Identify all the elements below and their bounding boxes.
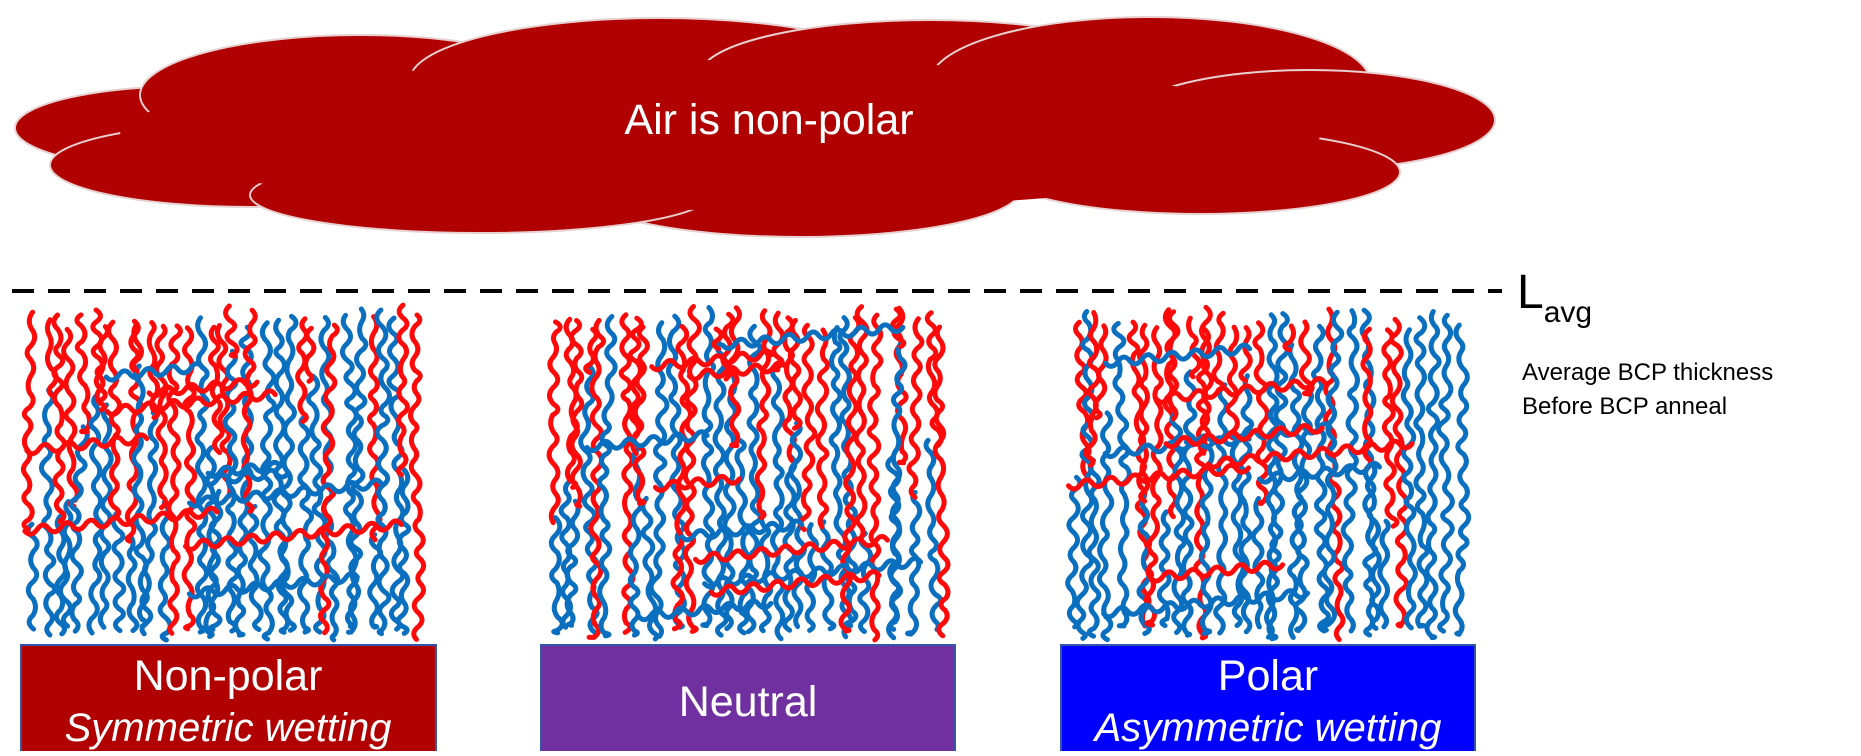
- chain: [160, 503, 170, 640]
- chain: [1427, 312, 1439, 638]
- chain: [306, 328, 314, 381]
- substrate-label: Polar: [1218, 652, 1318, 700]
- chain: [785, 456, 795, 631]
- chain: [685, 307, 699, 632]
- chain: [773, 365, 783, 639]
- chain: [1095, 326, 1106, 418]
- chain: [249, 506, 261, 629]
- chain: [1228, 327, 1238, 438]
- chain: [100, 405, 111, 627]
- reference-subscript: avg: [1544, 296, 1592, 329]
- substrate-subtitle: Asymmetric wetting: [1093, 706, 1442, 750]
- chain: [300, 417, 312, 633]
- chain: [113, 513, 124, 630]
- chain: [926, 440, 941, 629]
- substrate-label: Neutral: [679, 678, 818, 726]
- chain: [1189, 318, 1200, 377]
- polymer-chains: [23, 305, 1468, 640]
- chain: [549, 322, 560, 523]
- chain: [703, 308, 714, 626]
- chain: [935, 327, 948, 636]
- chain: [23, 312, 34, 529]
- chain: [856, 307, 867, 539]
- cloud-label: Air is non-polar: [624, 96, 913, 144]
- chain: [801, 325, 815, 529]
- reference-label: Lavg: [1517, 266, 1592, 329]
- chain: [1106, 345, 1250, 366]
- chain: [1114, 323, 1130, 626]
- chain: [869, 315, 881, 640]
- chain: [398, 305, 407, 475]
- chain: [1255, 323, 1268, 504]
- chain: [1183, 372, 1195, 635]
- chain: [1416, 318, 1427, 626]
- chain: [909, 319, 922, 498]
- chain: [599, 317, 615, 636]
- chain: [817, 330, 827, 527]
- reference-symbol: L: [1517, 266, 1544, 319]
- substrate-subtitle: Symmetric wetting: [65, 706, 392, 750]
- note-line: Average BCP thickness: [1522, 359, 1773, 386]
- chain: [634, 327, 648, 503]
- substrate-label: Non-polar: [134, 652, 323, 700]
- chain: [1455, 325, 1468, 634]
- chain: [28, 524, 37, 629]
- chain: [41, 390, 54, 635]
- chain: [1241, 328, 1250, 381]
- chain: [1380, 521, 1388, 627]
- chain: [411, 315, 424, 639]
- diagram: Air is non-polar Lavg Average BCP thickn…: [0, 0, 1861, 751]
- note-line: Before BCP anneal: [1522, 393, 1727, 420]
- chain: [77, 315, 90, 432]
- chain: [1099, 413, 1111, 640]
- chain: [47, 320, 56, 396]
